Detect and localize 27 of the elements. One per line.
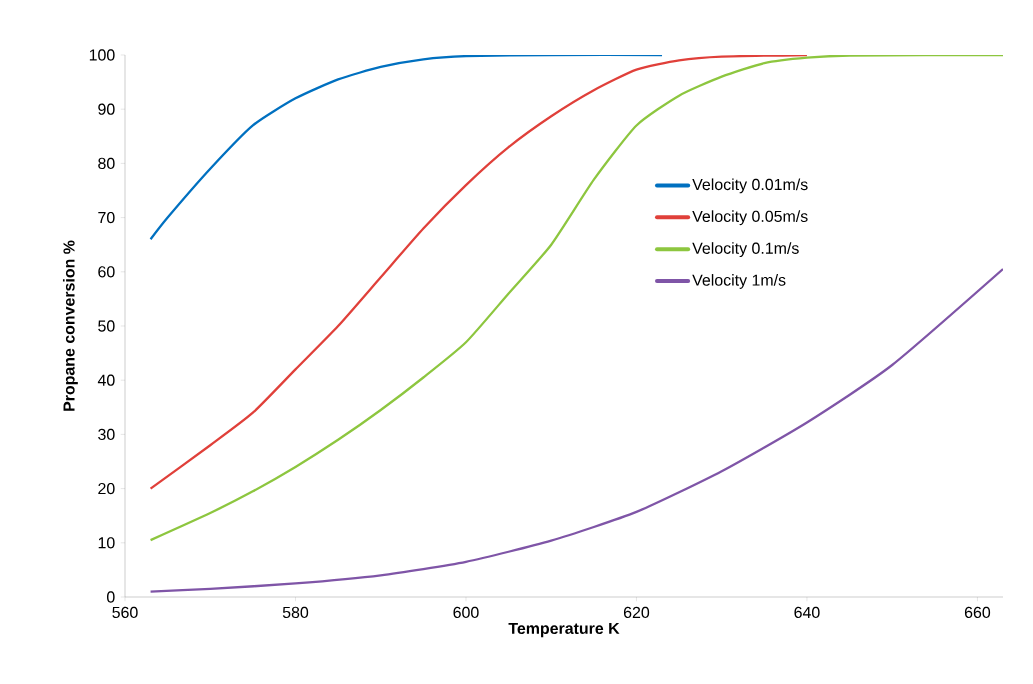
y-axis-title: Propane conversion % <box>62 240 78 411</box>
x-tick-label: 600 <box>453 606 479 619</box>
y-tick-label: 0 <box>107 591 115 603</box>
y-tick-label: 10 <box>98 537 115 549</box>
line-series <box>149 54 664 241</box>
y-tick-label: 70 <box>98 211 115 224</box>
y-tick-label: 100 <box>89 49 115 61</box>
x-tick-label: 580 <box>282 606 309 619</box>
x-tick-label: 560 <box>112 606 138 619</box>
x-tick-label: 620 <box>623 606 650 619</box>
legend-label: Velocity 0.1m/s <box>692 242 799 258</box>
y-tick-label: 30 <box>98 428 115 441</box>
y-tick-label: 80 <box>98 157 115 170</box>
y-tick-label: 40 <box>97 374 115 386</box>
line-series <box>149 54 809 490</box>
y-tick-label: 20 <box>98 482 115 495</box>
legend-label: Velocity 0.05m/s <box>692 210 808 226</box>
legend-label: Velocity 0.01m/s <box>692 178 808 194</box>
legend-label: Velocity 1m/s <box>692 274 786 289</box>
y-tick-label: 50 <box>98 320 115 332</box>
x-tick-label: 640 <box>794 606 820 619</box>
y-tick-label: 60 <box>98 266 115 278</box>
line-series <box>149 267 1004 593</box>
x-tick-label: 660 <box>964 606 991 619</box>
y-tick-label: 90 <box>98 103 115 115</box>
x-axis-title: Temperature K <box>508 622 620 638</box>
line-series <box>149 54 1004 542</box>
